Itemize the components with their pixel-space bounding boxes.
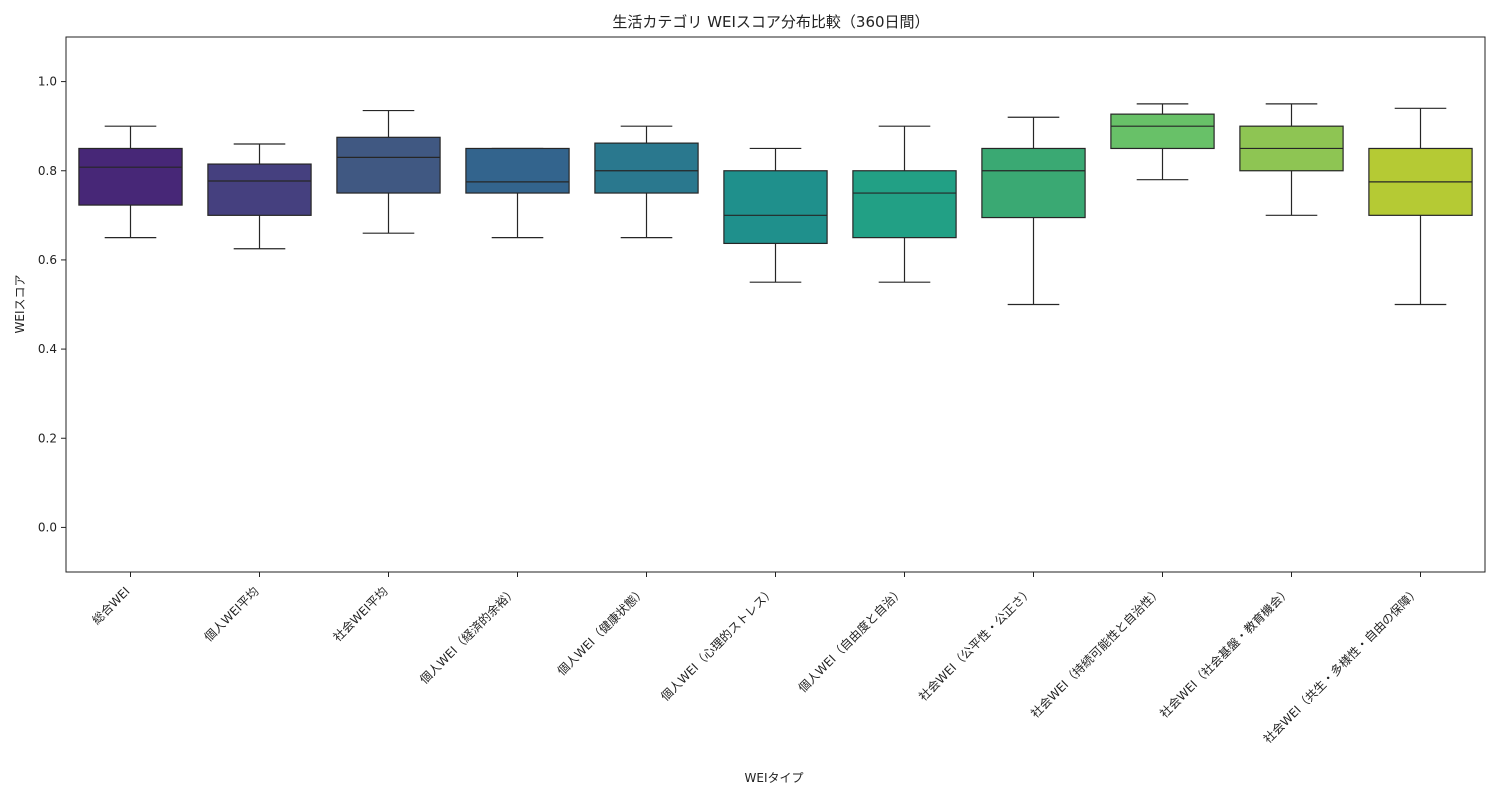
x-tick-label: 個人WEI平均 xyxy=(202,584,262,644)
box-group xyxy=(207,143,312,250)
box xyxy=(78,147,183,206)
box-group xyxy=(1239,103,1344,216)
x-axis-label: WEIタイプ xyxy=(745,771,804,785)
box xyxy=(207,163,312,216)
y-tick-label: 0.0 xyxy=(38,520,57,534)
y-tick-label: 0.2 xyxy=(38,431,57,445)
box-series xyxy=(78,103,1473,306)
x-tick-label: 個人WEI（健康状態） xyxy=(554,584,649,679)
x-tick-label: 社会WEI（公平性・公正さ） xyxy=(915,584,1035,704)
box-group xyxy=(723,147,828,283)
y-tick-label: 1.0 xyxy=(38,75,57,89)
box-group xyxy=(78,125,183,239)
x-tick-label: 社会WEI（社会基盤・教育機会） xyxy=(1156,584,1293,721)
box xyxy=(465,147,570,194)
x-tick-label: 個人WEI（自由度と自治） xyxy=(795,584,907,696)
box xyxy=(336,136,441,194)
x-tick-label: 総合WEI xyxy=(89,584,133,628)
y-tick-label: 0.6 xyxy=(38,253,57,267)
x-tick-label: 社会WEI平均 xyxy=(330,584,391,645)
y-axis-label: WEIスコア xyxy=(13,275,27,334)
box-group xyxy=(465,147,570,239)
x-tick-label: 個人WEI（経済的余裕） xyxy=(416,584,519,687)
box-group xyxy=(1368,107,1473,306)
y-axis: 0.0 0.2 0.4 0.6 0.8 1.0 xyxy=(38,75,66,534)
plot-area-frame xyxy=(65,36,1486,573)
y-tick-label: 0.8 xyxy=(38,164,57,178)
box xyxy=(981,147,1086,219)
x-tick-label: 個人WEI（心理的ストレス） xyxy=(657,584,777,704)
box xyxy=(723,170,828,245)
x-tick-label: 社会WEI（共生・多様性・自由の保障） xyxy=(1260,584,1423,747)
x-tick-label: 社会WEI（持続可能性と自治性） xyxy=(1027,584,1164,721)
box-group xyxy=(594,125,699,239)
box xyxy=(1110,113,1215,150)
box xyxy=(594,142,699,194)
box-group xyxy=(1110,103,1215,181)
x-axis: 総合WEI 個人WEI平均 社会WEI平均 個人WEI（経済的余裕） 個人WEI（健康状… xyxy=(89,572,1423,746)
y-tick-label: 0.4 xyxy=(38,342,57,356)
box xyxy=(852,170,957,239)
box-group xyxy=(852,125,957,283)
chart-title: 生活カテゴリ WEIスコア分布比較（360日間） xyxy=(612,13,929,31)
box-group xyxy=(981,116,1086,306)
box-group xyxy=(336,109,441,234)
